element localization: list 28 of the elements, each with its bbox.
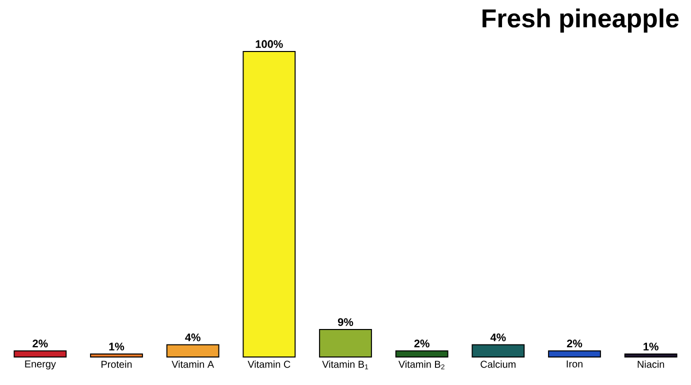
bar xyxy=(90,353,143,358)
x-tick-label: Iron xyxy=(566,360,582,368)
data-label: 1% xyxy=(644,342,658,350)
x-tick-label: Calcium xyxy=(480,360,516,368)
bar xyxy=(624,353,678,358)
bar xyxy=(242,50,296,358)
x-tick-label: Vitamin B$_{1}$ xyxy=(322,360,368,370)
data-label: 9% xyxy=(338,318,354,326)
data-label: 1% xyxy=(109,342,124,350)
bar xyxy=(14,350,67,358)
x-tick-label: Niacin xyxy=(638,360,664,368)
x-tick-label: Protein xyxy=(102,360,132,368)
x-tick-label: Energy xyxy=(25,360,56,370)
bar xyxy=(548,350,601,358)
x-tick-label: Vitamin C xyxy=(248,360,290,368)
bar xyxy=(319,329,372,358)
chart-title: Fresh pineapple xyxy=(482,8,679,33)
data-label: 4% xyxy=(490,334,506,342)
data-label: 2% xyxy=(566,340,582,348)
data-label: 4% xyxy=(185,334,200,342)
data-label: 2% xyxy=(414,340,430,348)
data-label: 100% xyxy=(256,40,283,48)
bar xyxy=(472,344,525,358)
x-tick-label: Vitamin A xyxy=(172,360,214,368)
bar xyxy=(166,344,220,358)
bar xyxy=(395,350,448,358)
data-label: 2% xyxy=(32,340,48,348)
x-tick-label: Vitamin B$_{2}$ xyxy=(398,360,444,370)
